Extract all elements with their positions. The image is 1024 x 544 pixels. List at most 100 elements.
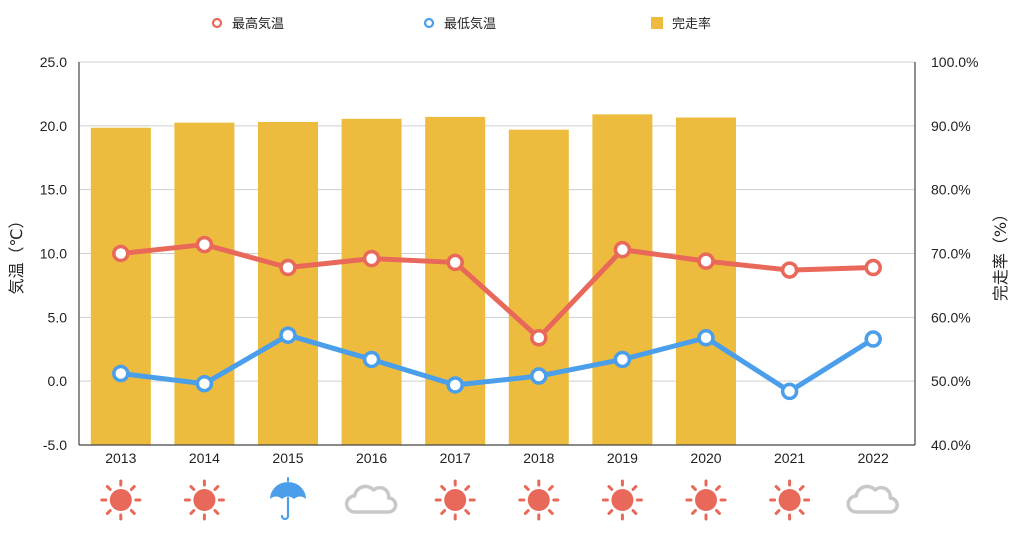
x-tick-label: 2015: [272, 450, 303, 466]
bar: [258, 122, 318, 446]
y-tick-label-right: 40.0%: [931, 437, 971, 453]
y-tick-label-right: 100.0%: [931, 54, 978, 70]
data-point: [446, 376, 464, 394]
data-point: [279, 258, 297, 277]
sun-ray: [691, 485, 697, 491]
legend-marker: [651, 17, 663, 29]
y-tick-label-right: 60.0%: [931, 309, 971, 325]
y-tick-label-left: 25.0: [40, 54, 67, 70]
cloud-outline: [344, 484, 398, 514]
weather-icons-row: [100, 477, 899, 521]
sun-ray: [715, 485, 721, 491]
sun-ray: [547, 485, 554, 491]
sun-disc: [193, 489, 216, 511]
y-tick-label-right: 70.0%: [931, 246, 971, 262]
sun-ray: [798, 485, 805, 491]
sun-ray: [105, 485, 112, 491]
sun-ray: [715, 509, 721, 515]
series-line: [118, 242, 876, 341]
y-tick-label-left: -5.0: [43, 437, 67, 453]
legend: 最高気温 最低気温 完走率: [211, 16, 711, 32]
x-tick-label: 2019: [607, 450, 638, 466]
sun-disc: [527, 489, 550, 511]
sun-icon: [601, 479, 643, 521]
y-tick-label-right: 80.0%: [931, 182, 971, 198]
data-point: [697, 329, 715, 347]
sun-ray: [189, 485, 196, 491]
y-tick-label-left: 20.0: [40, 118, 67, 134]
sun-ray: [547, 509, 554, 515]
y-tick-label-left: 5.0: [48, 309, 68, 325]
sun-icon: [100, 479, 142, 521]
cloud-icon: [846, 484, 899, 514]
data-point: [112, 244, 130, 263]
data-point: [362, 350, 381, 369]
data-point: [195, 374, 214, 393]
x-tick-label: 2013: [105, 450, 136, 466]
x-tick-label: 2021: [774, 450, 805, 466]
y-tick-label-left: 10.0: [40, 246, 67, 262]
sun-icon: [434, 479, 476, 521]
sun-disc: [444, 489, 467, 511]
data-point: [613, 350, 632, 369]
sun-ray: [774, 509, 781, 515]
sun-icon: [183, 479, 225, 521]
sun-ray: [523, 485, 530, 491]
data-point: [780, 382, 799, 401]
legend-label: 最低気温: [444, 16, 496, 32]
sun-ray: [129, 485, 136, 491]
sun-ray: [607, 485, 614, 491]
data-point: [112, 364, 130, 383]
sun-icon: [685, 479, 727, 521]
sun-disc: [611, 489, 634, 511]
sun-icon: [769, 479, 811, 521]
sun-ray: [631, 509, 638, 515]
y-axis-label-right: 完走率（%）: [991, 206, 1010, 301]
x-tick-label: 2020: [690, 450, 721, 466]
legend-marker: [423, 17, 435, 29]
sun-ray: [105, 509, 112, 515]
sun-ray: [213, 485, 220, 491]
sun-ray: [607, 509, 614, 515]
sun-ray: [129, 509, 136, 515]
sun-icon: [518, 479, 560, 521]
sun-ray: [798, 509, 805, 515]
y-tick-label-left: 15.0: [40, 182, 67, 198]
sun-disc: [695, 489, 717, 511]
sun-disc: [778, 489, 801, 511]
bar: [174, 122, 235, 446]
sun-ray: [523, 509, 530, 515]
data-point: [864, 258, 882, 277]
y-tick-label-right: 90.0%: [931, 118, 971, 134]
line-series: [112, 235, 882, 401]
umbrella-handle: [280, 496, 290, 521]
y-axis-label-left: 気温（℃）: [7, 213, 26, 295]
data-point: [780, 261, 799, 279]
sun-ray: [213, 509, 220, 515]
sun-ray: [691, 509, 697, 515]
series-line: [118, 332, 876, 394]
x-tick-label: 2017: [440, 450, 471, 466]
data-point: [195, 235, 214, 254]
sun-ray: [440, 509, 447, 515]
sun-ray: [464, 509, 471, 515]
bar: [508, 129, 569, 445]
cloud-outline: [846, 484, 899, 514]
sun-disc: [109, 489, 132, 511]
data-point: [530, 367, 548, 385]
sun-ray: [631, 485, 638, 491]
umbrella-canopy: [270, 482, 306, 499]
sun-ray: [189, 509, 196, 515]
x-tick-label: 2018: [523, 450, 554, 466]
bar: [676, 117, 736, 445]
bar: [341, 118, 402, 445]
x-tick-label: 2014: [189, 450, 220, 466]
data-point: [697, 252, 715, 270]
bar-series: [90, 114, 736, 446]
data-point: [362, 249, 381, 268]
x-tick-label: 2016: [356, 450, 387, 466]
legend-label: 完走率: [672, 16, 711, 32]
y-tick-label-left: 0.0: [48, 373, 68, 389]
legend-marker: [211, 17, 223, 29]
